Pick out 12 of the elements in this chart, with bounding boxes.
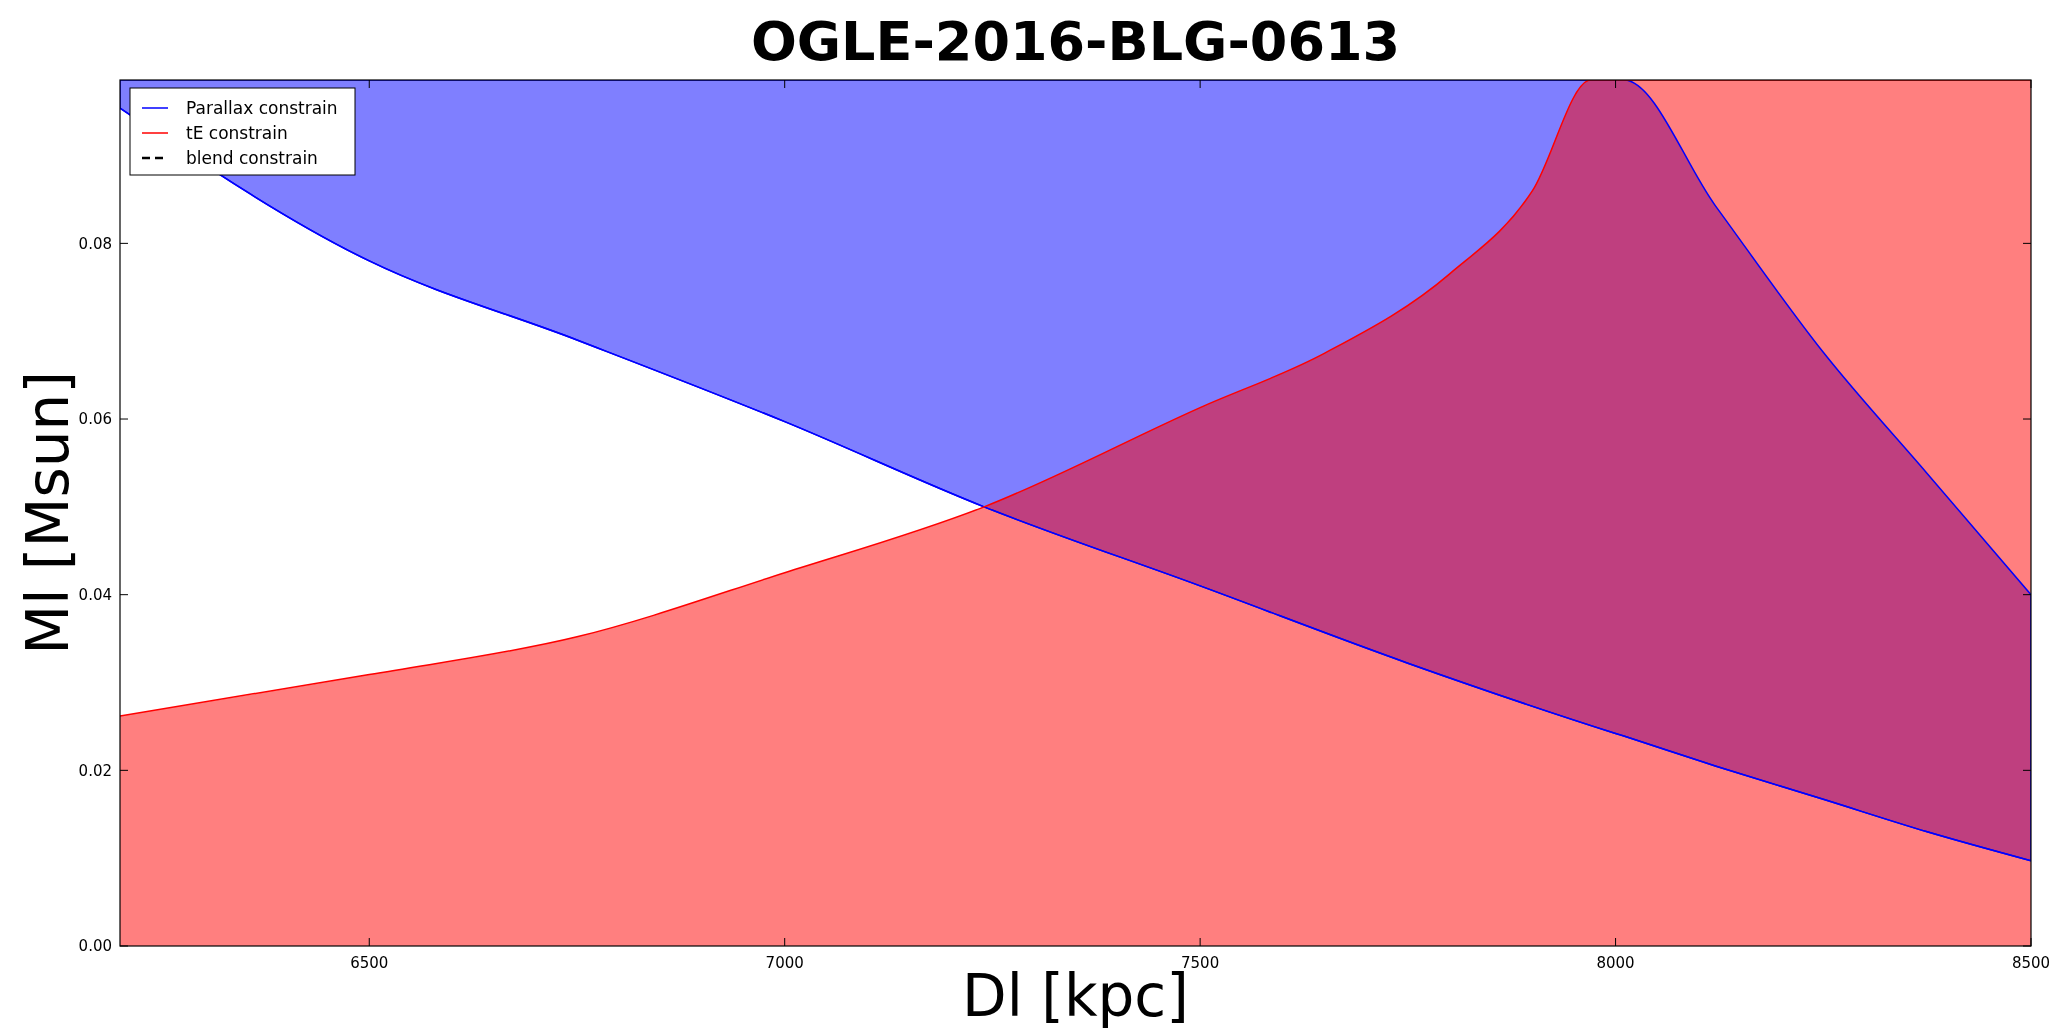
x-tick-label: 8000 bbox=[1596, 954, 1635, 972]
y-tick-label: 0.06 bbox=[78, 410, 112, 429]
legend-label: blend constrain bbox=[186, 147, 318, 168]
x-tick-label: 6500 bbox=[350, 954, 389, 972]
x-tick-label: 8500 bbox=[2011, 954, 2051, 972]
y-tick-label: 0.00 bbox=[78, 937, 112, 956]
chart-title: OGLE-2016-BLG-0613 bbox=[750, 10, 1401, 73]
x-tick-label: 7000 bbox=[765, 954, 804, 972]
legend-label: tE constrain bbox=[186, 122, 288, 143]
y-tick-label: 0.08 bbox=[78, 234, 112, 253]
y-tick-label: 0.02 bbox=[78, 761, 112, 780]
legend-label: Parallax constrain bbox=[186, 97, 338, 118]
